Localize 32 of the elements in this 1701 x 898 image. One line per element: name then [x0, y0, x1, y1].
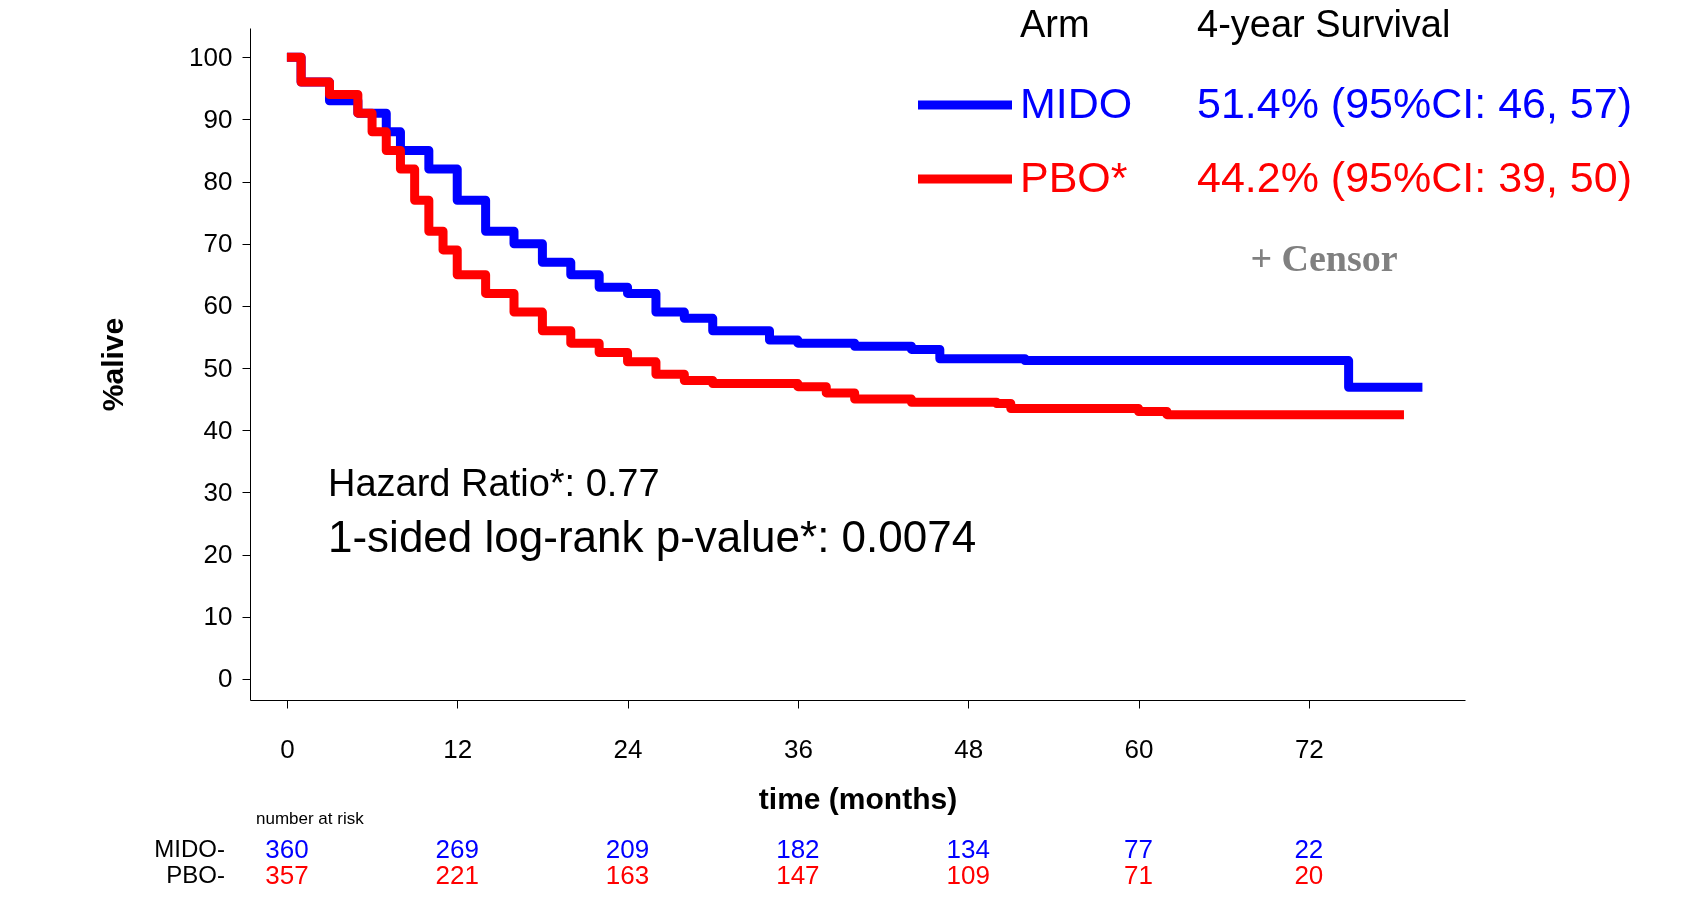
annotation: Arm: [1020, 3, 1090, 45]
y-tick-label: 20: [203, 539, 233, 570]
text: MIDO-: [154, 835, 225, 862]
y-tick-label: 60: [203, 290, 233, 321]
x-tick-label: 48: [954, 733, 984, 764]
annotation: 1-sided log-rank p-value*: 0.0074: [328, 512, 977, 561]
y-axis-title: %alive: [96, 317, 130, 412]
annotation: 4-year Survival: [1197, 3, 1451, 45]
y-tick-label: 80: [203, 166, 233, 197]
annotation: Hazard Ratio*: 0.77: [328, 462, 660, 504]
legend-label: MIDO: [1020, 79, 1133, 127]
x-tick-label: 0: [280, 733, 295, 764]
x-tick-label: 60: [1124, 733, 1154, 764]
x-tick-label: 12: [443, 733, 473, 764]
annotation: 44.2% (95%CI: 39, 50): [1197, 153, 1633, 201]
y-tick-label: 30: [203, 476, 233, 507]
x-tick-label: 24: [613, 733, 643, 764]
text: number at risk: [256, 809, 365, 828]
x-tick-label: 72: [1294, 733, 1324, 764]
y-tick-label: 90: [203, 103, 233, 134]
y-tick-label: 0: [218, 663, 233, 694]
y-tick-label: 70: [203, 228, 233, 259]
text: PBO-: [166, 861, 225, 888]
annotation: 51.4% (95%CI: 46, 57): [1197, 79, 1633, 127]
x-axis-title: time (months): [758, 781, 958, 815]
y-tick-label: 50: [203, 352, 233, 383]
legend-label: PBO*: [1020, 153, 1128, 201]
x-tick-label: 36: [783, 733, 813, 764]
y-tick-label: 40: [203, 414, 233, 445]
annotation: + Censor: [1250, 237, 1398, 279]
y-tick-label: 100: [189, 41, 233, 72]
y-tick-label: 10: [203, 601, 233, 632]
